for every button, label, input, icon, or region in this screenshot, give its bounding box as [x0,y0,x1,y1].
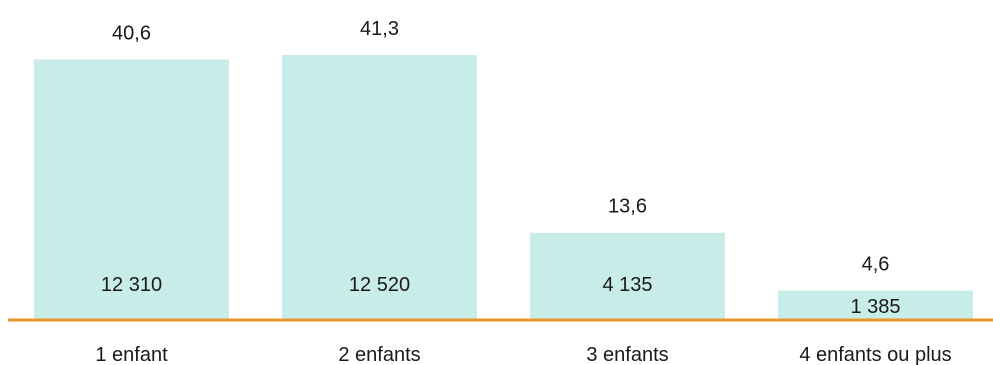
value-label-2: 41,3 [360,18,399,40]
value-label-1: 40,6 [112,22,151,44]
bars-layer [34,55,973,321]
bar-3 [530,232,725,320]
count-label-3: 4 135 [602,274,652,296]
category-label-1: 1 enfant [95,344,168,365]
value-label-3: 13,6 [608,196,647,218]
bar-4 [778,290,973,320]
value-label-4: 4,6 [862,253,890,275]
bar-2 [282,55,477,320]
category-label-4: 4 enfants ou plus [799,344,951,365]
labels-layer: 40,6 12 310 1 enfant 41,3 12 520 2 enfants 13,… [95,18,951,365]
count-label-2: 12 520 [349,274,410,296]
category-label-2: 2 enfants [338,344,420,365]
count-label-4: 1 385 [850,296,900,318]
bar-1 [34,59,229,321]
count-label-1: 12 310 [101,274,162,296]
category-label-3: 3 enfants [586,344,668,365]
